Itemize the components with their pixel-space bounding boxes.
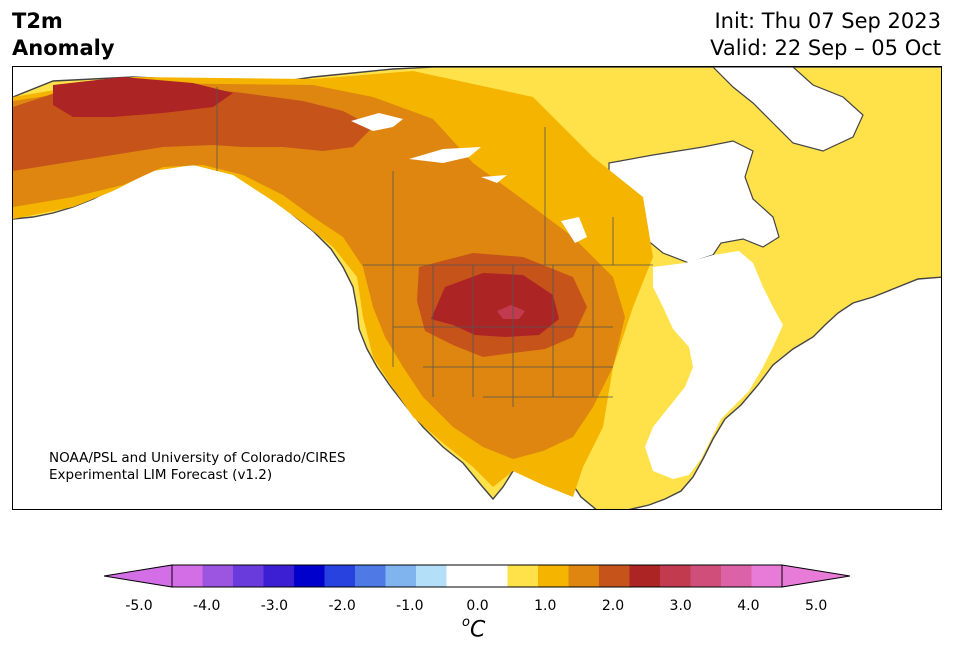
colorbar-cell — [355, 565, 386, 587]
anomaly-band-2-0 — [13, 83, 625, 459]
anomaly-near-zero-east — [645, 251, 783, 479]
political-boundaries — [216, 87, 653, 407]
colorbar — [104, 564, 850, 588]
colorbar-cells — [104, 564, 850, 588]
unit-celsius: C — [469, 617, 486, 643]
colorbar-tick-label: 3.0 — [669, 598, 692, 614]
colorbar-tick-label: 1.0 — [534, 598, 557, 614]
colorbar-cell — [233, 565, 264, 587]
forecast-dates: Init: Thu 07 Sep 2023 Valid: 22 Sep – 05… — [710, 8, 941, 62]
colorbar-cell — [599, 565, 630, 587]
anomaly-band-3-0-center — [431, 273, 559, 337]
lake-great-slave — [409, 147, 481, 163]
lake-athabasca — [481, 175, 507, 183]
colorbar-cell — [172, 565, 203, 587]
title-line-2: Anomaly — [12, 36, 115, 60]
colorbar-cell — [416, 565, 447, 587]
colorbar-cell — [507, 565, 539, 587]
colorbar-cell — [477, 565, 508, 587]
colorbar-over-extension — [781, 564, 850, 588]
credit-line-2: Experimental LIM Forecast (v1.2) — [49, 467, 273, 483]
colorbar-cell — [385, 565, 417, 587]
credit-line-1: NOAA/PSL and University of Colorado/CIRE… — [49, 450, 346, 466]
colorbar-cell — [324, 565, 356, 587]
colorbar-tick-label: 0.0 — [466, 598, 489, 614]
lake-great-bear — [351, 113, 403, 131]
colorbar-cell — [629, 565, 661, 587]
colorbar-tick-label: 2.0 — [601, 598, 625, 614]
colorbar-tick-label: 4.0 — [737, 598, 760, 614]
colorbar-cell — [721, 565, 752, 587]
colorbar-tick-label: 5.0 — [804, 598, 828, 614]
anomaly-band-3-0 — [53, 77, 233, 117]
credit-text: NOAA/PSL and University of Colorado/CIRE… — [49, 450, 346, 484]
colorbar-tick-label: -1.0 — [396, 598, 424, 614]
colorbar-cell — [294, 565, 325, 587]
colorbar-cell — [690, 565, 722, 587]
colorbar-tick-label: -4.0 — [193, 598, 221, 614]
colorbar-tick-label: -3.0 — [260, 598, 289, 614]
arctic-water — [712, 67, 864, 152]
colorbar-cell — [660, 565, 691, 587]
map-canvas — [13, 67, 941, 509]
anomaly-band-3-5 — [497, 305, 525, 319]
colorbar-cell — [263, 565, 295, 587]
colorbar-under-extension — [104, 564, 173, 588]
colorbar-cell — [751, 565, 783, 587]
colorbar-tick-label: -2.0 — [328, 598, 356, 614]
colorbar-cell — [446, 565, 478, 587]
colorbar-cell — [202, 565, 234, 587]
colorbar-cell — [538, 565, 569, 587]
title-line-1: T2m — [12, 9, 63, 33]
colorbar-tick-label: -5.0 — [125, 598, 153, 614]
anomaly-map — [12, 66, 942, 510]
map-title: T2m Anomaly — [12, 8, 115, 62]
init-date: Init: Thu 07 Sep 2023 — [714, 9, 941, 33]
unit-label: oC — [462, 615, 486, 643]
colorbar-cell — [568, 565, 600, 587]
lake-winnipeg — [561, 217, 587, 243]
valid-period: Valid: 22 Sep – 05 Oct — [710, 36, 941, 60]
unit-degree: o — [462, 615, 470, 630]
